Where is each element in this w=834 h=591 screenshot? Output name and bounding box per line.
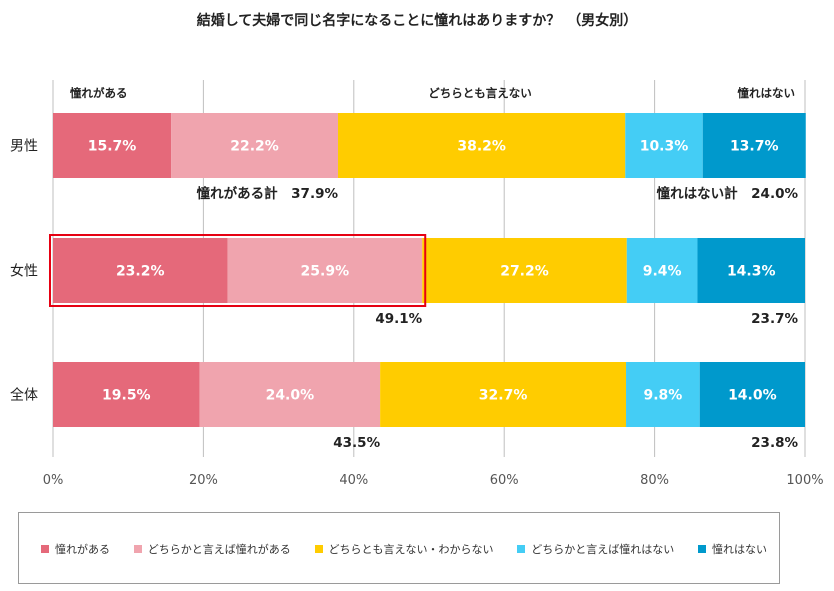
legend-label: どちらかと言えば憧れはない bbox=[531, 543, 675, 556]
sum-label-positive: 憧れがある計 37.9% bbox=[197, 185, 339, 202]
data-label: 25.9% bbox=[301, 264, 350, 280]
bar-segment bbox=[199, 362, 381, 427]
data-label: 9.4% bbox=[643, 264, 682, 280]
bar-segment bbox=[702, 113, 806, 178]
group-header-positive: 憧れがある bbox=[70, 86, 128, 100]
bar-segment bbox=[626, 238, 698, 303]
data-label: 19.5% bbox=[102, 388, 151, 404]
legend-item: どちらかと言えば憧れはない bbox=[517, 541, 674, 557]
legend-item: どちらかと言えば憧れがある bbox=[133, 541, 291, 557]
bar-segment bbox=[53, 362, 200, 427]
data-label: 13.7% bbox=[730, 139, 779, 155]
x-tick-label: 100% bbox=[786, 473, 823, 488]
bar-segment bbox=[171, 113, 339, 178]
data-label: 23.2% bbox=[116, 264, 165, 280]
bar-segment bbox=[53, 238, 228, 303]
legend-swatch bbox=[133, 545, 142, 553]
legend-label: どちらとも言えない・わからない bbox=[328, 543, 494, 556]
bar-segment bbox=[338, 113, 626, 178]
data-label: 27.2% bbox=[500, 264, 549, 280]
data-label: 22.2% bbox=[230, 139, 279, 155]
legend-item: 憧れがある bbox=[41, 541, 110, 557]
bar-segment bbox=[380, 362, 627, 427]
sum-label-positive: 43.5% bbox=[333, 435, 380, 451]
x-tick-label: 80% bbox=[640, 473, 669, 488]
chart-title: 結婚して夫婦で同じ名字になることに憧れはありますか？ （男女別） bbox=[196, 13, 638, 29]
bar-segment bbox=[697, 238, 805, 303]
x-tick-label: 20% bbox=[189, 473, 218, 488]
bar-segment bbox=[227, 238, 423, 303]
group-header-negative: 憧れはない bbox=[738, 86, 796, 100]
bar-segment bbox=[699, 362, 805, 427]
legend-label: 憧れがある bbox=[55, 543, 110, 556]
data-label: 9.8% bbox=[643, 388, 682, 404]
category-label: 全体 bbox=[10, 387, 38, 404]
data-label: 14.3% bbox=[727, 264, 776, 280]
group-header-neutral: どちらとも言えない bbox=[428, 86, 532, 100]
x-tick-label: 60% bbox=[490, 473, 519, 488]
sum-label-negative: 23.7% bbox=[751, 311, 798, 327]
highlight-box bbox=[49, 234, 427, 307]
sum-label-negative: 憧れはない計 24.0% bbox=[657, 185, 799, 202]
bar-segment bbox=[422, 238, 627, 303]
data-label: 32.7% bbox=[479, 388, 528, 404]
data-label: 15.7% bbox=[88, 139, 137, 155]
legend-swatch bbox=[698, 545, 706, 553]
legend-swatch bbox=[41, 545, 49, 553]
legend: 憧れがある どちらかと言えば憧れがある どちらとも言えない・わからない どちらかと言え… bbox=[18, 512, 780, 584]
bar-segment bbox=[626, 362, 700, 427]
sum-label-negative: 23.8% bbox=[751, 435, 798, 451]
sum-label-positive: 49.1% bbox=[375, 311, 422, 327]
bar-segment bbox=[625, 113, 703, 178]
legend-swatch bbox=[517, 545, 526, 553]
legend-item: 憧れはない bbox=[698, 541, 767, 557]
legend-swatch bbox=[314, 545, 323, 553]
legend-label: どちらかと言えば憧れがある bbox=[147, 543, 291, 556]
data-label: 38.2% bbox=[457, 139, 506, 155]
x-tick-label: 40% bbox=[339, 473, 368, 488]
legend-item: どちらとも言えない・わからない bbox=[314, 541, 494, 557]
legend-label: 憧れはない bbox=[712, 543, 767, 556]
data-label: 14.0% bbox=[728, 388, 777, 404]
bar-segment bbox=[53, 113, 172, 178]
category-label: 男性 bbox=[10, 139, 38, 155]
data-label: 24.0% bbox=[266, 388, 315, 404]
category-label: 女性 bbox=[10, 263, 38, 280]
x-tick-label: 0% bbox=[43, 473, 64, 488]
data-label: 10.3% bbox=[640, 139, 689, 155]
